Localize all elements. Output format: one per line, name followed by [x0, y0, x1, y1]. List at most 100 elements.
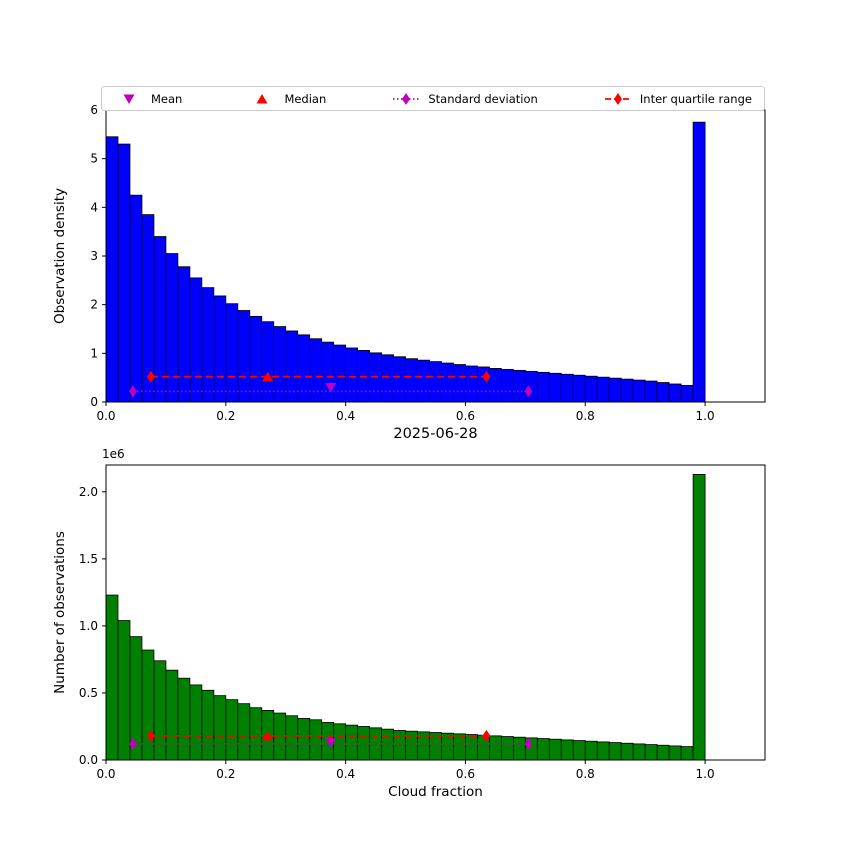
histogram-bar — [177, 677, 191, 761]
y-tick-label: 2.0 — [79, 485, 98, 499]
histogram-bar — [596, 741, 610, 761]
x-tick-label: 0.4 — [336, 767, 355, 781]
legend-item: Standard deviation — [391, 91, 538, 106]
legend: Mean Median Standard deviation Inter quarti… — [101, 86, 765, 111]
legend-item: Inter quartile range — [603, 92, 752, 106]
y-tick-label: 6 — [90, 103, 98, 117]
y-axis-label: Number of observations — [52, 531, 68, 694]
histogram-bar — [680, 746, 694, 761]
x-tick-label: 0.8 — [576, 409, 595, 423]
y-tick-label: 3 — [90, 249, 98, 263]
histogram-bar — [141, 649, 155, 761]
x-tick-label: 0.6 — [456, 767, 475, 781]
histogram-bar — [668, 745, 682, 761]
diamond-dashed-icon — [604, 92, 631, 105]
histogram-bar — [237, 703, 251, 761]
histogram-bar — [165, 669, 179, 761]
legend-item: Median — [247, 92, 326, 106]
x-tick-label: 0.0 — [96, 767, 115, 781]
date-title: 2025-06-28 — [393, 426, 477, 442]
histogram-bar — [584, 740, 598, 761]
y-tick-label: 1 — [90, 346, 98, 360]
histogram-bar — [105, 594, 119, 761]
diamond-marker-icon — [482, 370, 491, 383]
histogram-bar — [249, 707, 263, 761]
diamond-marker-icon — [146, 729, 155, 742]
y-tick-label: 0 — [90, 395, 98, 409]
legend-label: Standard deviation — [428, 91, 538, 106]
histogram-bar — [632, 743, 646, 761]
x-tick-label: 1.0 — [696, 409, 715, 423]
triangle-down-marker-icon — [123, 94, 135, 104]
histogram-bar — [500, 736, 514, 761]
diamond-marker-icon — [402, 92, 411, 105]
histogram-bar — [692, 473, 706, 761]
legend-item: Mean — [114, 92, 182, 106]
y-axis-label: Observation density — [52, 188, 68, 324]
histogram-bar — [548, 738, 562, 761]
histogram-bar — [620, 742, 634, 761]
x-tick-label: 1.0 — [696, 767, 715, 781]
histogram-bar — [285, 715, 299, 761]
diamond-marker-icon — [524, 385, 533, 398]
y-tick-label: 2 — [90, 298, 98, 312]
triangle-up-marker-icon — [262, 371, 274, 382]
histogram-bar — [512, 736, 526, 761]
histogram-bar — [357, 726, 370, 761]
diamond-marker-icon — [613, 92, 622, 105]
diamond-marker-icon — [524, 737, 533, 750]
histogram-bar — [333, 723, 347, 761]
y-tick-label: 0.0 — [79, 753, 98, 767]
histogram-bar — [465, 734, 478, 761]
x-tick-label: 0.8 — [576, 767, 595, 781]
triangle-up-marker-icon — [262, 730, 274, 741]
diamond-marker-icon — [128, 737, 137, 750]
triangle-down-marker-icon — [325, 738, 337, 748]
x-axis-label: Cloud fraction — [388, 784, 483, 800]
histogram-bar — [309, 719, 323, 761]
histogram-bar — [297, 718, 311, 761]
histogram-bar — [453, 733, 466, 761]
legend-label: Mean — [151, 91, 183, 106]
x-tick-label: 0.2 — [216, 767, 235, 781]
triangle-down-icon — [123, 94, 135, 104]
diamond-marker-icon — [146, 370, 155, 383]
histogram-bar — [381, 728, 394, 761]
x-tick-label: 0.0 — [96, 409, 115, 423]
histogram-bar — [345, 724, 359, 761]
x-tick-label: 0.4 — [336, 409, 355, 423]
histogram-bar — [393, 730, 406, 761]
y-tick-label: 1.0 — [79, 619, 98, 633]
histogram-bar — [560, 739, 574, 761]
histogram-bar — [489, 735, 502, 761]
y-tick-label: 1.5 — [79, 552, 98, 566]
diamond-marker-icon — [482, 729, 491, 742]
histogram-bar — [201, 689, 215, 761]
histogram-bar — [189, 684, 203, 761]
diamond-marker-icon — [128, 385, 137, 398]
y-tick-label: 4 — [90, 200, 98, 214]
axes-frame — [105, 464, 766, 761]
histogram-bar — [572, 740, 586, 761]
histogram-bar — [117, 620, 131, 761]
histogram-bar — [644, 744, 658, 761]
x-tick-label: 0.2 — [216, 409, 235, 423]
legend-label: Inter quartile range — [639, 91, 752, 106]
histogram-bar — [213, 695, 227, 761]
histogram-bar — [441, 732, 454, 761]
triangle-up-icon — [256, 93, 268, 103]
y-tick-label: 0.5 — [79, 686, 98, 700]
y-tick-label: 5 — [90, 152, 98, 166]
histogram-bar — [153, 660, 167, 761]
triangle-down-marker-icon — [325, 382, 337, 393]
histogram-bar — [225, 699, 239, 761]
diamond-dotted-icon — [393, 92, 420, 105]
histogram-bar — [536, 738, 550, 761]
histogram-bar — [608, 742, 622, 761]
y-axis-offset-text: 1e6 — [102, 447, 125, 461]
histogram-bar — [369, 727, 382, 761]
histogram-bar — [656, 744, 670, 761]
